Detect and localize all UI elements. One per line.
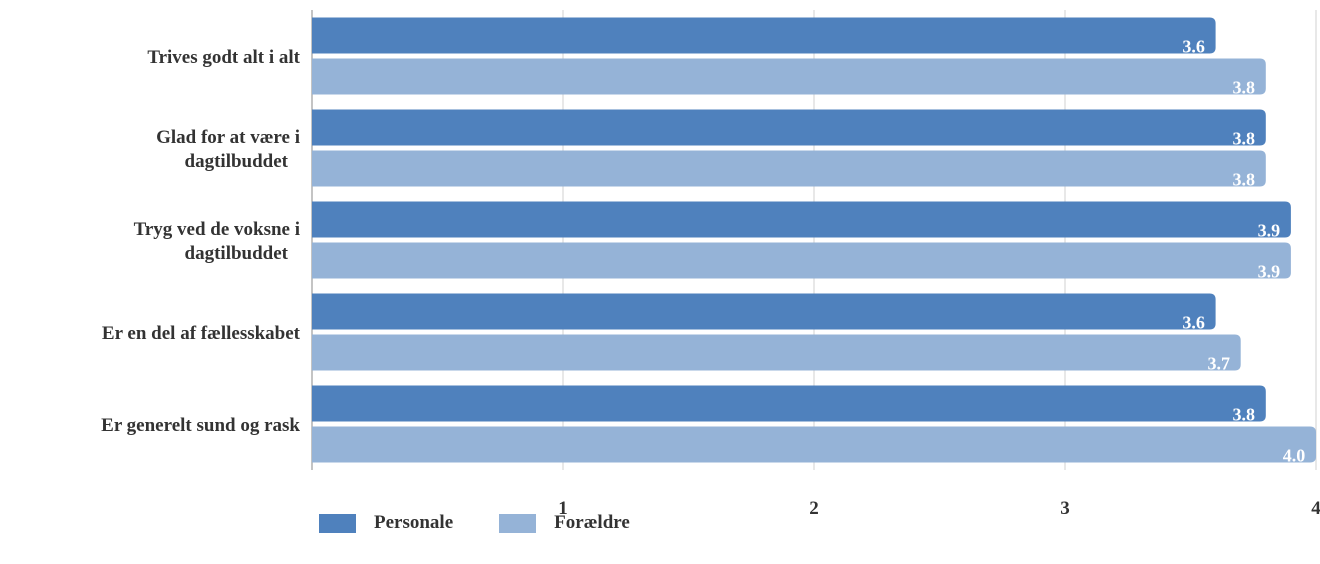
bar-forældre-0 bbox=[312, 58, 1266, 95]
data-label-forældre-1: 3.8 bbox=[1233, 170, 1256, 190]
legend: Personale Forældre bbox=[319, 512, 676, 534]
x-axis-ticks: 1 2 3 4 bbox=[558, 498, 1320, 519]
bar-forældre-1 bbox=[312, 150, 1266, 187]
data-label-forældre-2: 3.9 bbox=[1258, 262, 1281, 282]
legend-swatch-personale bbox=[319, 513, 356, 533]
category-label-0: Trives godt alt i alt bbox=[147, 47, 300, 68]
x-tick-label-2: 2 bbox=[809, 498, 819, 519]
bar-forældre-2 bbox=[312, 242, 1291, 279]
data-label-personale-4: 3.8 bbox=[1233, 405, 1256, 425]
data-label-forældre-0: 3.8 bbox=[1233, 78, 1256, 98]
category-label-3: Er en del af fællesskabet bbox=[102, 323, 301, 344]
bar-personale-2 bbox=[312, 201, 1291, 238]
legend-label-personale: Personale bbox=[374, 512, 454, 533]
data-label-personale-0: 3.6 bbox=[1182, 37, 1205, 57]
x-tick-label-3: 3 bbox=[1060, 498, 1070, 519]
legend-label-foraeldre: Forældre bbox=[554, 512, 630, 533]
bar-personale-4 bbox=[312, 385, 1266, 422]
bar-personale-3 bbox=[312, 293, 1216, 330]
bar-personale-0 bbox=[312, 17, 1216, 54]
legend-item-personale: Personale bbox=[319, 512, 453, 534]
bars: 3.6 3.8 3.8 3.8 3.9 3.9 3.6 3.7 3.8 4.0 bbox=[312, 17, 1316, 466]
data-label-personale-3: 3.6 bbox=[1182, 313, 1205, 333]
category-label-1: Glad for at være i dagtilbuddet bbox=[156, 127, 300, 172]
data-label-forældre-4: 4.0 bbox=[1283, 446, 1306, 466]
bar-forældre-3 bbox=[312, 334, 1241, 371]
x-tick-label-4: 4 bbox=[1311, 498, 1320, 519]
legend-swatch-foraeldre bbox=[499, 513, 537, 533]
x-tick-label-1: 1 bbox=[558, 498, 568, 519]
bar-personale-1 bbox=[312, 109, 1266, 146]
data-label-personale-1: 3.8 bbox=[1233, 129, 1256, 149]
legend-item-foraeldre: Forældre bbox=[499, 512, 630, 534]
category-label-4: Er generelt sund og rask bbox=[101, 415, 300, 436]
data-label-forældre-3: 3.7 bbox=[1207, 354, 1230, 374]
category-label-2: Tryg ved de voksne i dagtilbuddet bbox=[134, 219, 300, 264]
data-label-personale-2: 3.9 bbox=[1258, 221, 1281, 241]
bar-forældre-4 bbox=[312, 426, 1316, 463]
